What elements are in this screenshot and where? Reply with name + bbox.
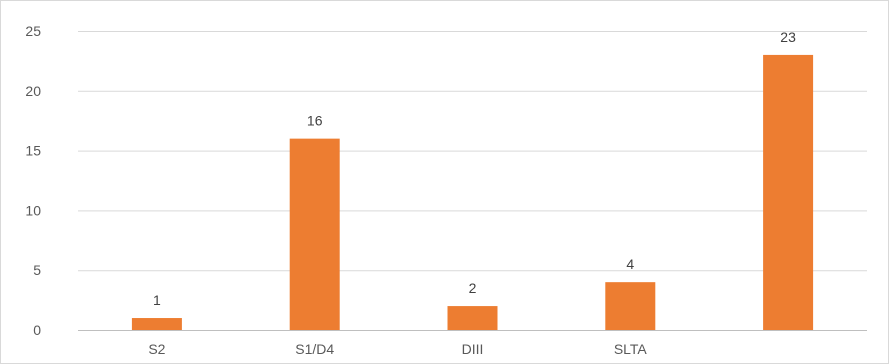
data-label-5: 23 xyxy=(780,29,796,45)
y-tick-label-20: 20 xyxy=(25,83,41,99)
data-labels: 1 16 2 4 23 xyxy=(153,29,796,308)
x-tick-label-4: SLTA xyxy=(614,341,648,357)
data-label-3: 2 xyxy=(469,280,477,296)
bar-S1/D4 xyxy=(289,138,340,330)
x-tick-label-3: DIII xyxy=(462,341,484,357)
bars xyxy=(131,54,814,331)
y-tick-label-0: 0 xyxy=(33,322,41,338)
data-label-1: 1 xyxy=(153,292,161,308)
bar-S2 xyxy=(131,318,182,330)
x-axis-tick-labels: S2 S1/D4 DIII SLTA xyxy=(148,341,647,357)
bar-category-5 xyxy=(763,54,814,331)
bar-SLTA xyxy=(605,282,656,330)
y-tick-label-15: 15 xyxy=(25,143,41,159)
y-tick-label-5: 5 xyxy=(33,262,41,278)
x-tick-label-2: S1/D4 xyxy=(295,341,334,357)
data-label-2: 16 xyxy=(307,113,323,129)
gridlines xyxy=(78,31,867,331)
y-tick-label-25: 25 xyxy=(25,23,41,39)
y-axis-tick-labels: 0 5 10 15 20 25 xyxy=(25,23,41,338)
y-tick-label-10: 10 xyxy=(25,202,41,218)
bar-DIII xyxy=(447,306,498,330)
x-tick-label-1: S2 xyxy=(148,341,165,357)
data-label-4: 4 xyxy=(626,256,634,272)
